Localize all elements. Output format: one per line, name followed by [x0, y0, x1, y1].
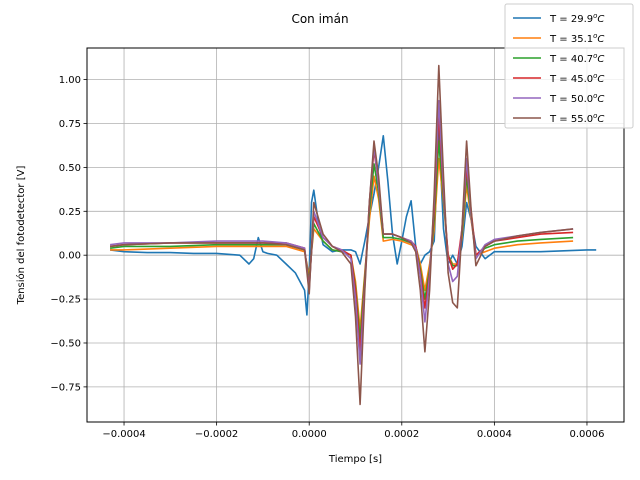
- legend-label-value: T = 35.1: [549, 34, 593, 45]
- legend-degree-mark: o: [593, 72, 597, 80]
- x-tick-label: 0.0006: [569, 429, 604, 440]
- legend-label-value: T = 55.0: [549, 114, 593, 125]
- legend-degree-mark: o: [593, 12, 597, 20]
- y-tick-label: 0.50: [59, 163, 81, 174]
- legend-label-value: T = 45.0: [549, 74, 593, 85]
- x-tick-label: 0.0004: [477, 429, 512, 440]
- ticks: −0.0004 −0.0002 0.0000 0.0002 0.0004 0.0006 −0…: [50, 75, 604, 440]
- series-lines: [109, 64, 597, 406]
- chart-title: Con imán: [291, 12, 348, 26]
- y-tick-label: −0.75: [50, 382, 81, 393]
- x-tick-label: −0.0004: [102, 429, 145, 440]
- legend-label: T = 45.0oC: [549, 72, 604, 85]
- x-tick-label: −0.0002: [195, 429, 238, 440]
- legend-degree-mark: o: [593, 32, 597, 40]
- legend-label: T = 55.0oC: [549, 112, 604, 125]
- legend-label-unit: C: [597, 94, 604, 105]
- legend-label-unit: C: [597, 34, 604, 45]
- x-tick-label: 0.0000: [292, 429, 327, 440]
- legend-frame: [504, 3, 634, 129]
- legend-label-value: T = 50.0: [549, 94, 593, 105]
- y-tick-label: −0.50: [50, 338, 81, 349]
- legend-label-unit: C: [597, 74, 604, 85]
- legend-label-unit: C: [597, 54, 604, 65]
- x-axis-title: Tiempo [s]: [328, 454, 382, 465]
- legend-degree-mark: o: [593, 52, 597, 60]
- legend-degree-mark: o: [593, 112, 597, 120]
- y-tick-label: 0.00: [59, 251, 81, 262]
- grid: [87, 48, 624, 422]
- x-tick-label: 0.0002: [384, 429, 419, 440]
- y-tick-label: 1.00: [59, 75, 81, 86]
- y-axis-title: Tensión del fotodetector [V]: [15, 166, 27, 306]
- legend-label-unit: C: [597, 14, 604, 25]
- legend-label: T = 29.9oC: [549, 12, 604, 25]
- series-line-6: [110, 64, 574, 406]
- legend-degree-mark: o: [593, 92, 597, 100]
- legend-label-value: T = 40.7: [549, 54, 593, 65]
- legend-label-value: T = 29.9: [549, 14, 593, 25]
- legend-label: T = 35.1oC: [549, 32, 604, 45]
- y-tick-label: 0.75: [59, 119, 81, 130]
- axes-frame: [86, 47, 625, 423]
- y-tick-label: 0.25: [59, 207, 81, 218]
- legend-label: T = 50.0oC: [549, 92, 604, 105]
- legend-label: T = 40.7oC: [549, 52, 604, 65]
- y-tick-label: −0.25: [50, 295, 81, 306]
- legend-label-unit: C: [597, 114, 604, 125]
